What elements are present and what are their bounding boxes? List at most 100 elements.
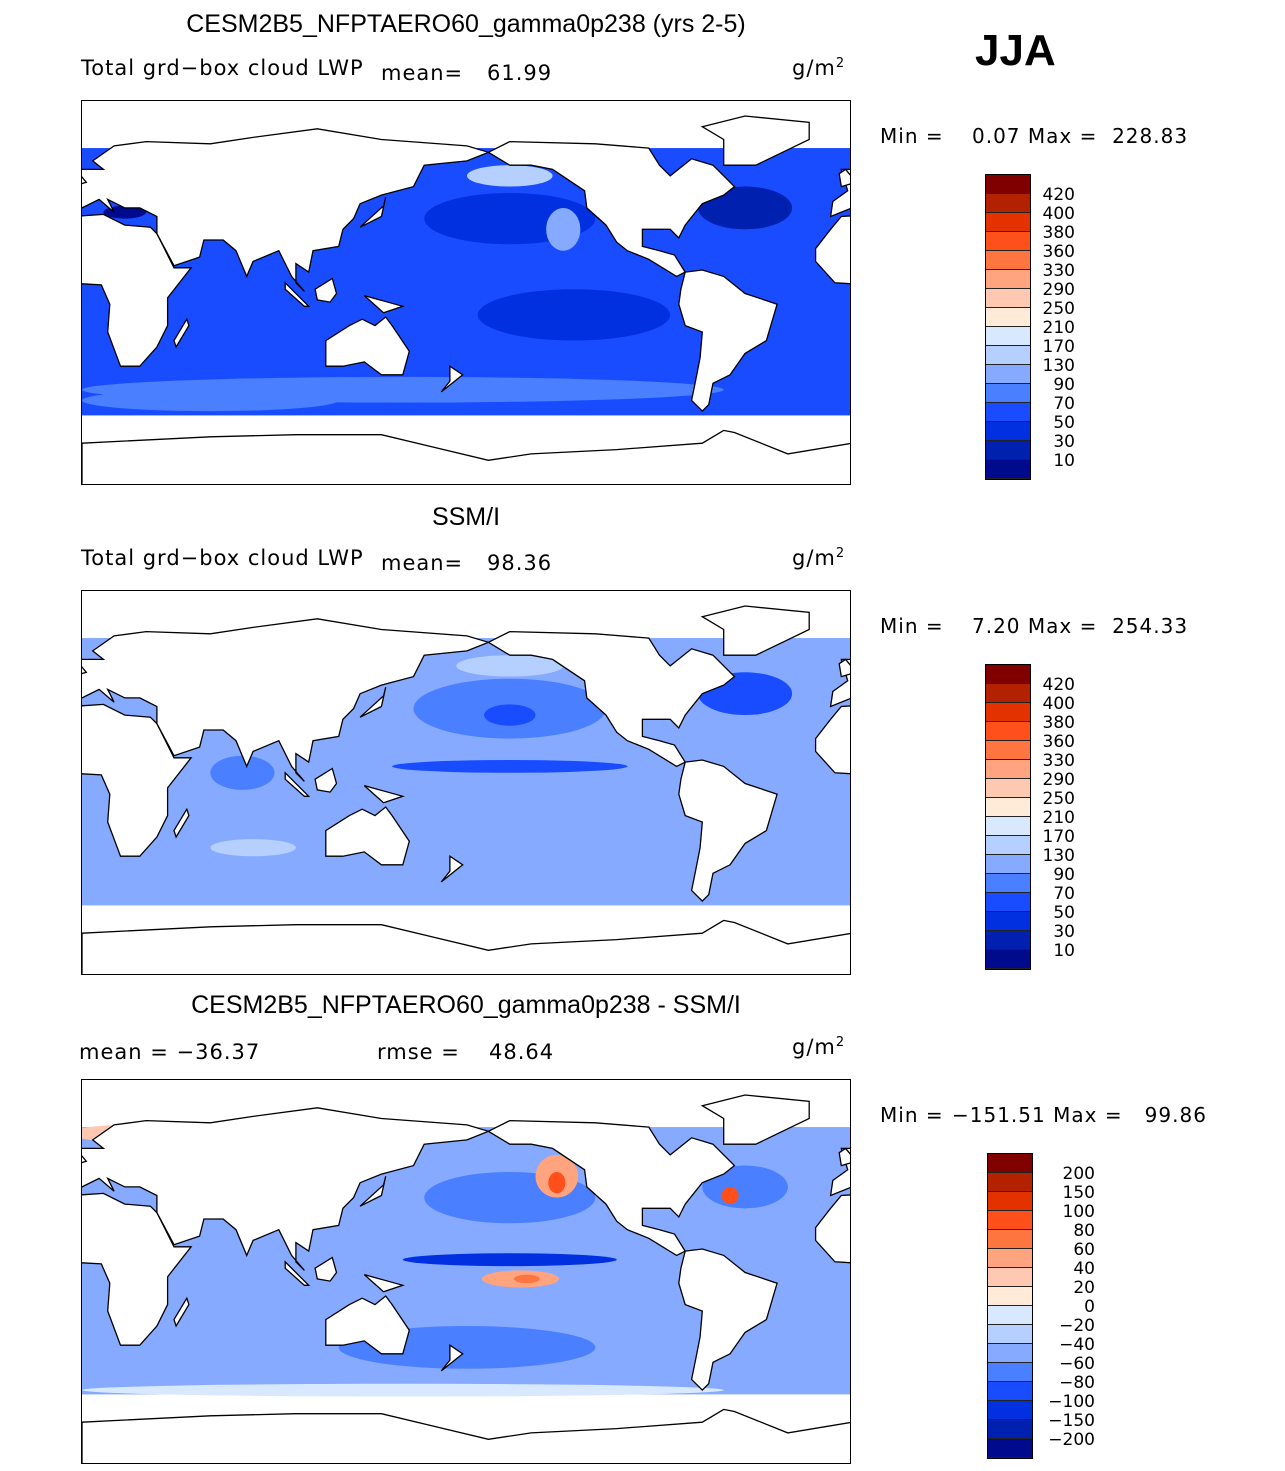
continent-outline bbox=[487, 1119, 736, 1257]
colorbar-tick-label: 250 bbox=[1042, 789, 1075, 809]
colorbar-tick-label: 10 bbox=[1053, 451, 1075, 471]
colorbar-swatch bbox=[986, 270, 1030, 289]
colorbar-swatch bbox=[988, 1249, 1032, 1268]
continent-outline bbox=[700, 115, 810, 166]
colorbar-tick-label: 60 bbox=[1073, 1240, 1095, 1260]
min-max-values: 7.20 Max = 254.33 bbox=[972, 614, 1189, 638]
colorbar-tick-label: 50 bbox=[1053, 903, 1075, 923]
continent-outline bbox=[838, 658, 850, 678]
colorbar-swatch bbox=[986, 741, 1030, 760]
colorbar-tick-label: 330 bbox=[1042, 751, 1075, 771]
colorbar-tick-label: 210 bbox=[1042, 808, 1075, 828]
colorbar-swatch bbox=[988, 1306, 1032, 1325]
colorbar-swatch bbox=[986, 684, 1030, 703]
colorbar-swatch bbox=[986, 175, 1030, 194]
colorbar-swatch bbox=[986, 365, 1030, 384]
colorbar-tick-label: 290 bbox=[1042, 770, 1075, 790]
field-contour bbox=[82, 389, 339, 412]
colorbar-tick-label: 420 bbox=[1042, 675, 1075, 695]
colorbar-tick-label: −150 bbox=[1048, 1411, 1095, 1431]
colorbar-tick-label: −60 bbox=[1059, 1354, 1095, 1374]
colorbar-tick-label: 400 bbox=[1042, 204, 1075, 224]
continent-outline bbox=[678, 1248, 778, 1392]
colorbar-swatch bbox=[986, 893, 1030, 912]
mean-value: 98.36 bbox=[487, 551, 553, 575]
colorbar bbox=[987, 1153, 1033, 1459]
panel-title: CESM2B5_NFPTAERO60_gamma0p238 - SSM/I bbox=[191, 991, 741, 1019]
colorbar-tick-label: −20 bbox=[1059, 1316, 1095, 1336]
colorbar-tick-label: 90 bbox=[1053, 865, 1075, 885]
continent-outline bbox=[440, 854, 464, 883]
field-contour bbox=[402, 1253, 617, 1267]
colorbar-tick-label: −200 bbox=[1048, 1430, 1095, 1450]
mean-label: mean= bbox=[381, 61, 464, 85]
colorbar-tick-label: 420 bbox=[1042, 185, 1075, 205]
continent-outline bbox=[82, 176, 88, 185]
colorbar-swatch bbox=[988, 1420, 1032, 1439]
field-contour bbox=[467, 165, 553, 187]
continent-outline bbox=[284, 1260, 311, 1286]
continent-outline bbox=[82, 128, 491, 292]
colorbar-swatch bbox=[986, 950, 1030, 969]
map-plot bbox=[81, 590, 851, 975]
continent-outline bbox=[678, 759, 778, 903]
continent-outline bbox=[314, 277, 338, 303]
continent-outline bbox=[363, 294, 406, 314]
colorbar-tick-label: 170 bbox=[1042, 827, 1075, 847]
colorbar-swatch bbox=[988, 1154, 1032, 1173]
colorbar-swatch bbox=[986, 760, 1030, 779]
rmse-label: rmse = bbox=[377, 1040, 460, 1064]
colorbar-swatch bbox=[986, 422, 1030, 441]
colorbar-swatch bbox=[986, 232, 1030, 251]
colorbar-tick-label: −40 bbox=[1059, 1335, 1095, 1355]
continent-outline bbox=[82, 618, 491, 782]
continent-outline bbox=[814, 1194, 850, 1264]
colorbar-swatch bbox=[986, 289, 1030, 308]
continent-outline bbox=[325, 1295, 411, 1355]
colorbar-swatch bbox=[988, 1401, 1032, 1420]
units-label: g/m2 bbox=[792, 56, 846, 80]
rmse-value: 48.64 bbox=[489, 1040, 555, 1064]
colorbar-tick-label: 40 bbox=[1073, 1259, 1095, 1279]
colorbar-tick-label: 10 bbox=[1053, 941, 1075, 961]
colorbar-swatch bbox=[986, 403, 1030, 422]
units-label: g/m2 bbox=[792, 1035, 846, 1059]
continent-outline bbox=[814, 705, 850, 775]
colorbar-tick-label: 250 bbox=[1042, 299, 1075, 319]
colorbar-tick-label: 330 bbox=[1042, 261, 1075, 281]
colorbar-swatch bbox=[986, 460, 1030, 479]
continent-outline bbox=[173, 317, 190, 349]
map-plot bbox=[81, 1079, 851, 1464]
colorbar-swatch bbox=[986, 703, 1030, 722]
colorbar-swatch bbox=[986, 912, 1030, 931]
colorbar-tick-label: 70 bbox=[1053, 394, 1075, 414]
map-plot bbox=[81, 100, 851, 485]
min-label: Min = bbox=[880, 614, 944, 638]
colorbar-tick-label: 50 bbox=[1053, 413, 1075, 433]
panel-title: SSM/I bbox=[431, 503, 501, 531]
colorbar-swatch bbox=[986, 327, 1030, 346]
colorbar-swatch bbox=[988, 1382, 1032, 1401]
colorbar bbox=[985, 664, 1031, 970]
field-contour bbox=[484, 704, 536, 726]
variable-label: Total grd−box cloud LWP bbox=[81, 546, 364, 570]
colorbar-tick-label: −100 bbox=[1048, 1392, 1095, 1412]
continent-outline bbox=[82, 213, 193, 367]
colorbar-tick-label: 380 bbox=[1042, 713, 1075, 733]
colorbar-swatch bbox=[988, 1211, 1032, 1230]
continent-outline bbox=[838, 168, 850, 188]
continent-outline bbox=[440, 364, 464, 393]
colorbar-swatch bbox=[986, 194, 1030, 213]
min-label: Min = bbox=[880, 1103, 944, 1127]
colorbar-swatch bbox=[986, 798, 1030, 817]
continent-outline bbox=[359, 197, 387, 228]
continent-outline bbox=[487, 140, 736, 278]
continent-outline bbox=[814, 215, 850, 285]
field-contour bbox=[477, 289, 671, 341]
colorbar-tick-label: 150 bbox=[1062, 1183, 1095, 1203]
continent-outline bbox=[314, 1256, 338, 1282]
continent-outline bbox=[82, 1408, 850, 1463]
continent-outline bbox=[678, 269, 778, 413]
field-contour bbox=[210, 755, 275, 790]
colorbar-swatch bbox=[986, 836, 1030, 855]
